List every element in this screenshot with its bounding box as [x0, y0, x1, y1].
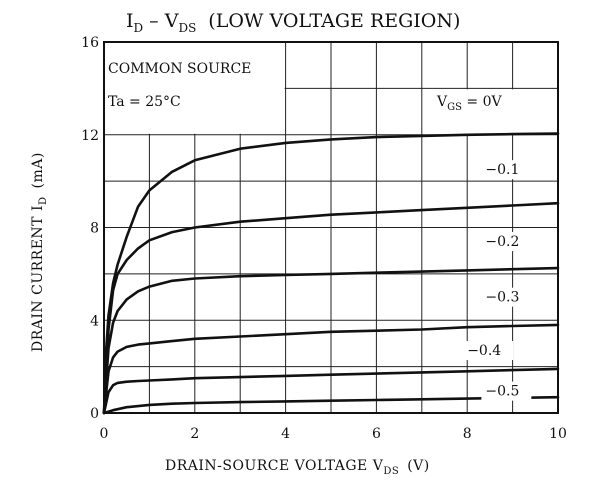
annotation-common-source: COMMON SOURCE [108, 61, 251, 77]
grid [104, 42, 558, 413]
y-tick-label: 8 [90, 221, 99, 237]
x-axis-label-sub: DS [383, 466, 399, 477]
y-axis-label: DRAIN CURRENT ID (mA) [30, 152, 49, 352]
y-tick-labels: 0 4 8 12 16 [81, 35, 99, 422]
chart-title: ID – VDS (LOW VOLTAGE REGION) [126, 10, 460, 35]
curve-label: −0.4 [467, 343, 501, 359]
curve-vgs--0.3 [102, 323, 560, 415]
vgs-label: VGS = 0V [436, 94, 503, 113]
curve-label: −0.5 [485, 384, 519, 400]
title-i: I [126, 10, 134, 32]
curves [102, 132, 560, 415]
title-suffix: (LOW VOLTAGE REGION) [208, 10, 460, 32]
vgs-prefix: V [436, 94, 448, 110]
y-tick-label: 4 [90, 313, 99, 329]
title-i-sub: D [134, 21, 144, 35]
curve-label: −0.1 [485, 162, 519, 178]
x-tick-label: 10 [549, 426, 567, 442]
x-tick-labels: 0 2 4 6 8 10 [100, 426, 567, 442]
x-axis-label: DRAIN-SOURCE VOLTAGE VDS (V) [165, 458, 430, 477]
y-tick-label: 16 [81, 35, 99, 51]
curve-vgs--0.1 [102, 201, 560, 415]
x-tick-label: 2 [190, 426, 199, 442]
y-axis-label-main: DRAIN CURRENT I [30, 205, 46, 352]
vgs-sub: GS [447, 102, 462, 113]
curve-label: −0.3 [485, 290, 519, 306]
curve-vgs--0.5 [102, 395, 560, 415]
x-tick-label: 8 [463, 426, 472, 442]
x-tick-label: 6 [372, 426, 381, 442]
x-tick-label: 4 [281, 426, 290, 442]
y-axis-label-unit: (mA) [30, 152, 46, 188]
x-tick-label: 0 [100, 426, 109, 442]
vgs-suffix: = 0V [462, 94, 503, 110]
curve-label: −0.2 [485, 234, 519, 250]
annotation-temperature: Ta = 25°C [108, 94, 181, 110]
curve-vgs--0.2 [102, 266, 560, 415]
x-axis-label-main: DRAIN-SOURCE VOLTAGE V [165, 458, 384, 474]
curve-label-background [463, 341, 514, 361]
curve-vgs--0.4 [102, 367, 560, 415]
curve-labels: −0.1 −0.2 −0.3 −0.4 −0.5 [467, 162, 519, 399]
title-v-sub: DS [178, 21, 196, 35]
x-axis-label-unit: (V) [407, 458, 430, 474]
curve-label-backgrounds [463, 160, 532, 401]
y-tick-label: 12 [81, 128, 99, 144]
annotation-background [105, 43, 285, 134]
title-dash-v: – V [143, 10, 179, 32]
legend-background [422, 89, 557, 134]
curve-label-background [481, 287, 532, 307]
plot-frame [103, 41, 559, 414]
curve-label-background [481, 232, 532, 252]
curve-label-background [481, 160, 532, 180]
y-axis-label-sub: D [38, 196, 49, 205]
curve-label-background [481, 381, 532, 401]
y-tick-label: 0 [90, 406, 99, 422]
